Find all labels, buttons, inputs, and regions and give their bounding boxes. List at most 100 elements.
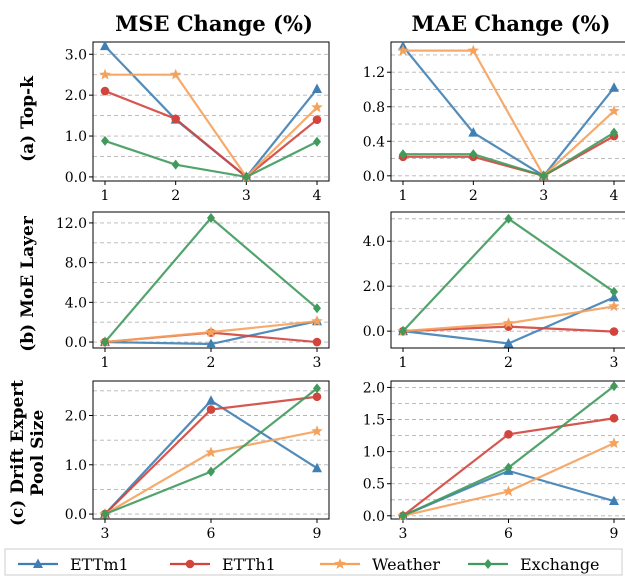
data-point-exchange: [399, 510, 407, 521]
legend-marker: [334, 558, 346, 569]
series-exchange: [101, 383, 321, 520]
data-point-ettm1: [206, 395, 216, 405]
x-tick-label: 3: [539, 188, 548, 204]
column-title-mse: MSE Change (%): [115, 11, 313, 36]
data-point-weather: [311, 101, 323, 113]
panel-5: 0.0 1.0 2.0 3 6 9: [65, 380, 330, 542]
panel-4: 0.0 2.0 4.0 1 2 3: [363, 211, 625, 371]
data-point-exchange: [504, 213, 513, 224]
x-tick-label: 3: [242, 188, 251, 204]
series-line-exchange: [403, 131, 615, 178]
x-tick-label: 4: [610, 188, 619, 204]
axes-frame: [390, 41, 625, 182]
y-tick-label: 0.0: [65, 170, 87, 186]
legend-marker: [185, 559, 195, 569]
y-tick-label: 0.0: [363, 509, 385, 525]
row-label-moe-layer: (b) MoE Layer: [18, 215, 38, 352]
y-tick-label: 1.0: [363, 445, 385, 461]
legend-item-exchange: Exchange: [468, 555, 600, 574]
series-line-ettm1: [402, 45, 615, 178]
series-ettm1: [398, 40, 619, 180]
data-point-weather: [608, 300, 620, 312]
x-tick-label: 3: [399, 526, 408, 542]
data-point-weather: [99, 68, 111, 80]
svg-text:(b) MoE Layer: (b) MoE Layer: [18, 215, 38, 352]
series-weather: [397, 437, 620, 521]
x-tick-label: 9: [610, 526, 619, 542]
data-point-ettm1: [468, 127, 479, 137]
y-tick-label: 2.0: [363, 279, 385, 295]
y-tick-label: 0.0: [65, 335, 87, 351]
data-point-exchange: [101, 509, 109, 520]
panel-1: 0.0 1.0 2.0 3.0 1 2 3 4: [65, 40, 330, 204]
data-point-weather: [502, 317, 515, 329]
y-tick-label: 3.0: [65, 47, 87, 63]
series-ettm1: [100, 40, 322, 181]
y-tick-label: 1.2: [363, 65, 385, 81]
series-etth1: [100, 86, 322, 182]
data-point-exchange: [207, 466, 215, 477]
x-tick-label: 3: [610, 355, 619, 371]
x-tick-label: 2: [469, 188, 478, 204]
legend-marker: [33, 558, 43, 568]
series-line-ettm1: [104, 399, 318, 515]
row-label-pool-size: (c) Drift Expert Pool Size: [8, 380, 48, 526]
x-tick-label: 1: [399, 188, 408, 204]
legend-label: Weather: [372, 555, 440, 574]
svg-text:(c) Drift Expert: (c) Drift Expert: [8, 380, 28, 526]
series-line-weather: [402, 442, 615, 517]
data-point-exchange: [101, 135, 109, 146]
legend-label: ETTh1: [222, 555, 276, 574]
data-point-etth1: [312, 392, 322, 402]
series-exchange: [399, 213, 618, 337]
x-tick-label: 6: [207, 526, 216, 542]
data-point-weather: [608, 105, 620, 116]
data-point-weather: [467, 44, 480, 56]
x-tick-label: 6: [504, 526, 513, 542]
y-tick-label: 0.8: [363, 100, 385, 116]
series-line-exchange: [104, 139, 318, 179]
data-point-exchange: [610, 286, 618, 297]
y-tick-label: 0.4: [363, 134, 385, 150]
data-point-weather: [205, 446, 217, 458]
x-tick-label: 1: [101, 188, 110, 204]
legend-label: ETTm1: [70, 555, 129, 574]
data-point-ettm1: [100, 40, 110, 51]
y-tick-label: 0.0: [65, 507, 87, 523]
y-tick-label: 8.0: [65, 256, 87, 272]
data-point-etth1: [100, 86, 110, 96]
data-point-exchange: [399, 326, 407, 337]
legend-marker: [484, 559, 492, 569]
y-tick-label: 12.0: [56, 216, 87, 232]
series-line-weather: [105, 73, 318, 179]
data-point-exchange: [399, 149, 407, 160]
legend-item-ettm1: ETTm1: [18, 555, 129, 574]
legend-label: Exchange: [520, 555, 600, 574]
data-point-exchange: [504, 462, 513, 473]
data-point-ettm1: [312, 83, 322, 94]
series-line-etth1: [403, 135, 615, 177]
data-point-ettm1: [312, 462, 322, 473]
data-point-exchange: [610, 127, 618, 138]
panels: 0.0 1.0 2.0 3.0 1 2 3 4 0.0 0.4 0.8 1.2 1 2 3 4 0.0 4.0 8.…: [56, 40, 625, 542]
data-point-exchange: [313, 136, 321, 147]
data-point-etth1: [206, 405, 216, 414]
legend-frame: [4, 548, 623, 576]
data-point-weather: [502, 485, 515, 497]
y-tick-label: 0.0: [363, 324, 385, 340]
data-point-exchange: [313, 303, 321, 314]
data-point-weather: [311, 315, 323, 327]
y-tick-label: 2.0: [65, 88, 87, 104]
x-tick-label: 1: [101, 355, 110, 371]
data-point-etth1: [312, 115, 322, 124]
svg-text:(a) Top-k: (a) Top-k: [18, 75, 38, 162]
series-exchange: [101, 212, 321, 348]
data-point-weather: [169, 68, 182, 80]
legend-items: ETTm1 ETTh1 Weather Exchange: [18, 555, 600, 574]
series-line-exchange: [402, 385, 615, 517]
data-point-etth1: [609, 413, 619, 423]
data-point-weather: [205, 326, 217, 337]
x-tick-label: 4: [313, 188, 322, 204]
x-tick-label: 2: [171, 188, 180, 204]
